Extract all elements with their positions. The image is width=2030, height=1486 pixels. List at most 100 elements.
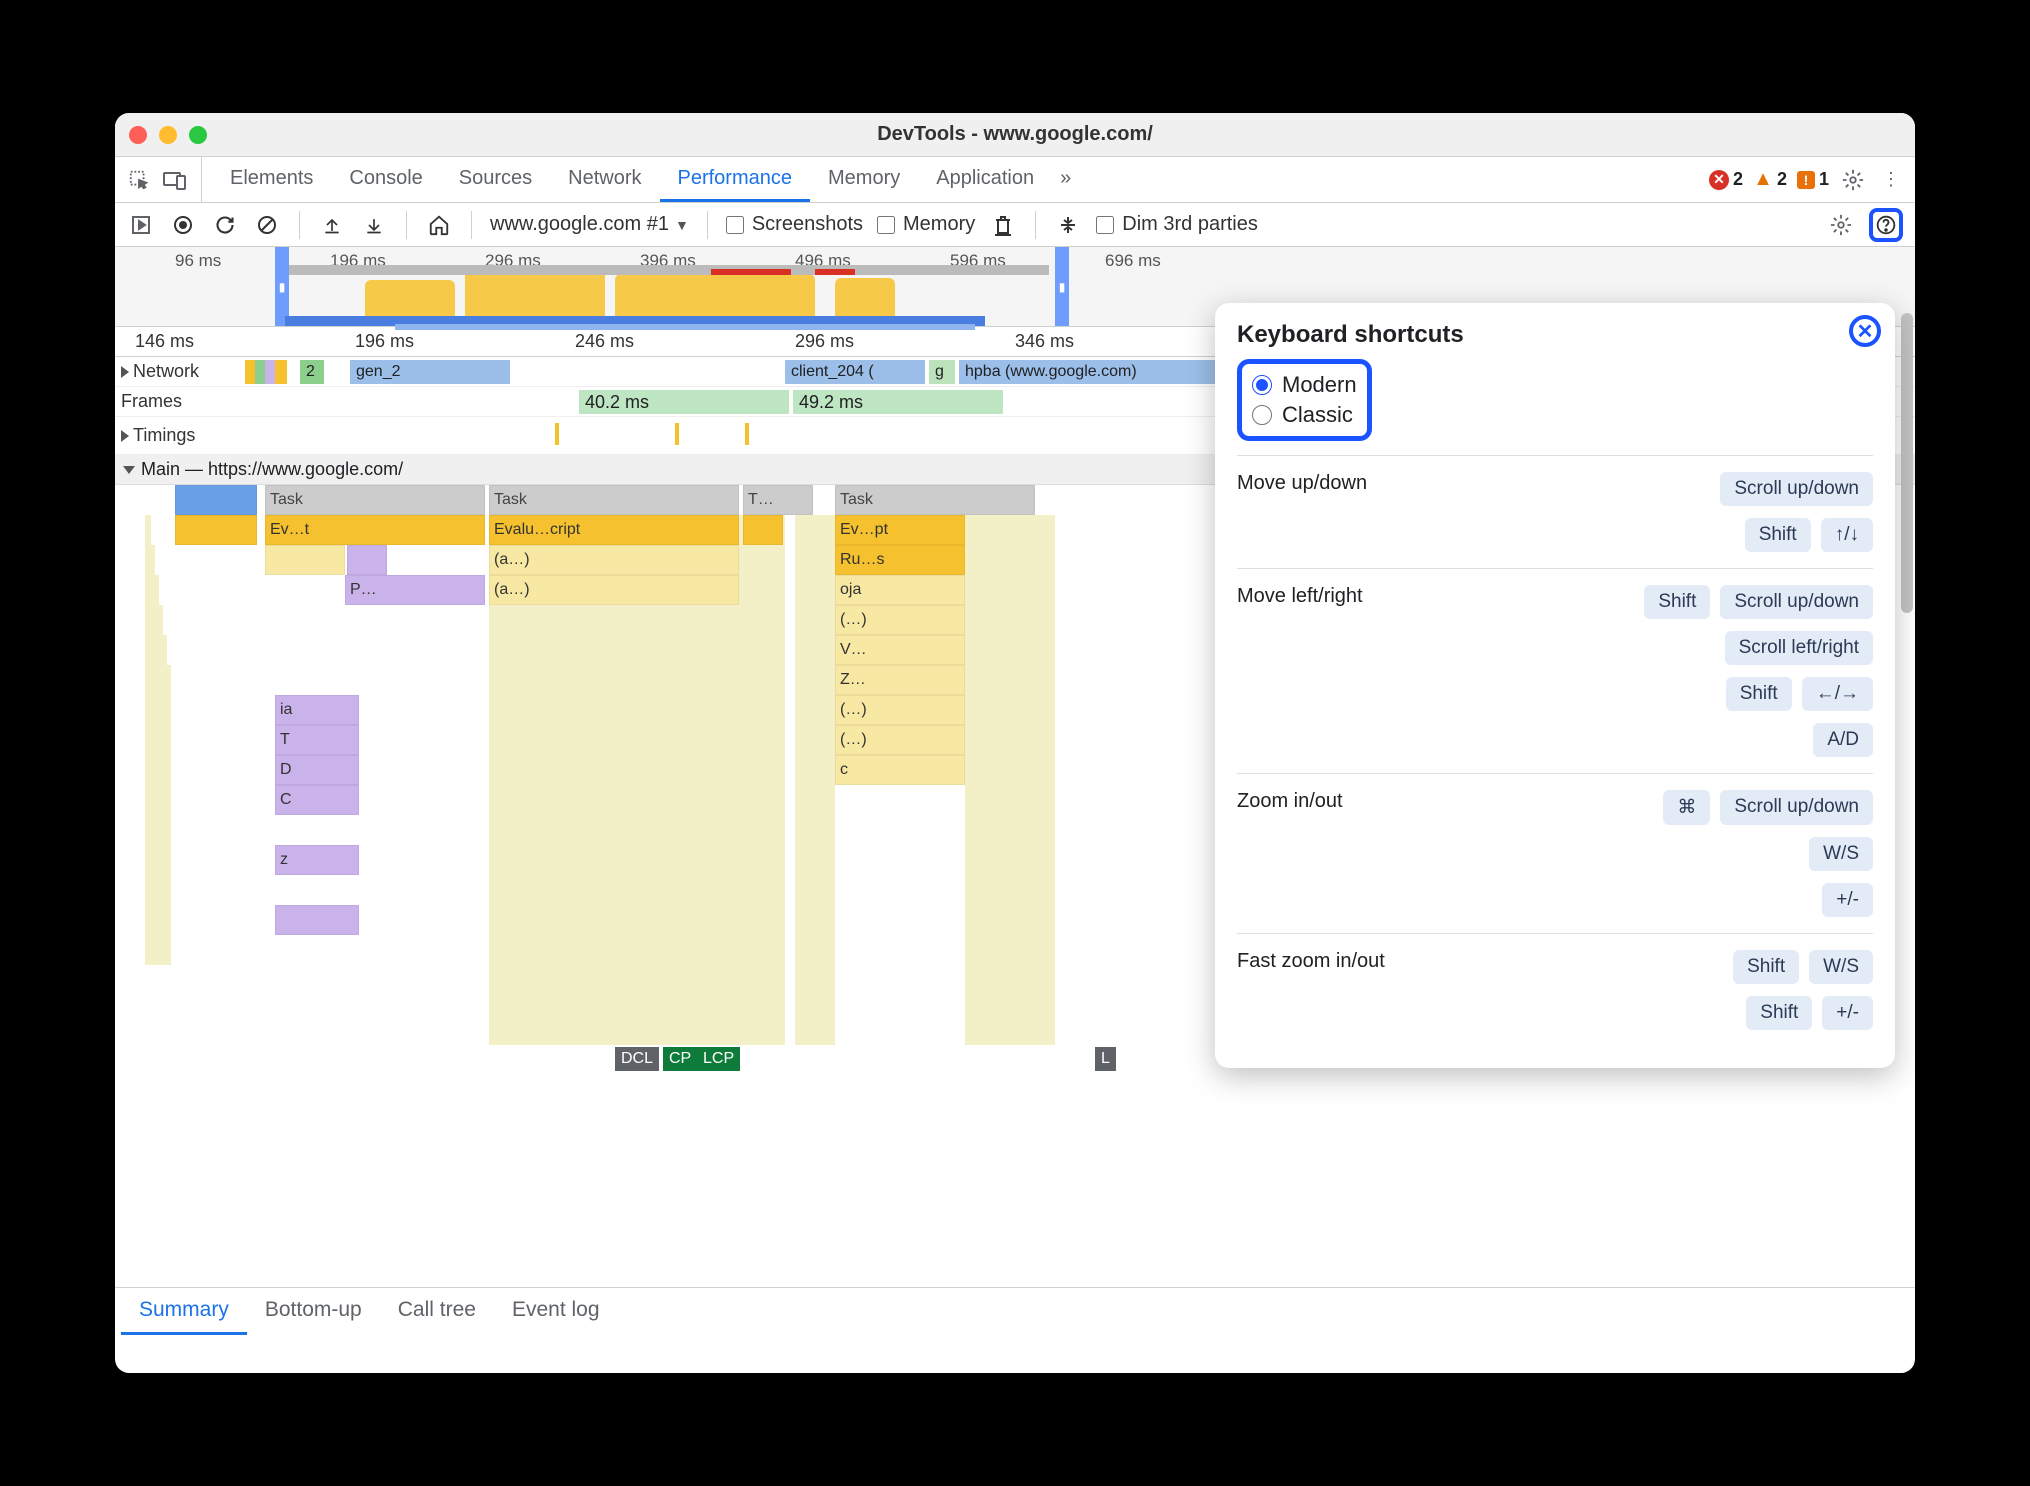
network-item[interactable] <box>275 360 287 384</box>
screenshots-checkbox[interactable]: Screenshots <box>726 213 863 236</box>
flame-bar[interactable]: (a…) <box>489 545 739 575</box>
flame-bar[interactable]: V… <box>835 635 965 665</box>
timing-marker: CP <box>663 1047 697 1071</box>
warnings-badge[interactable]: ▲2 <box>1753 169 1787 190</box>
flame-bar[interactable]: T… <box>743 485 813 515</box>
flame-bar[interactable]: ia <box>275 695 359 725</box>
network-item[interactable]: gen_2 <box>350 360 510 384</box>
details-tab-summary[interactable]: Summary <box>121 1288 247 1335</box>
clear-icon[interactable] <box>253 211 281 239</box>
flame-bar[interactable]: oja <box>835 575 965 605</box>
download-icon[interactable] <box>360 211 388 239</box>
details-tab-call-tree[interactable]: Call tree <box>380 1288 494 1335</box>
shortcut-label: Move left/right <box>1237 585 1363 608</box>
keycap: W/S <box>1809 837 1873 871</box>
flame-bar[interactable]: C <box>275 785 359 815</box>
perf-settings-icon[interactable] <box>1827 211 1855 239</box>
flame-bar[interactable]: (…) <box>835 695 965 725</box>
flame-bar[interactable]: T <box>275 725 359 755</box>
shortcut-row: Fast zoom in/outShiftW/SShift+/- <box>1237 933 1873 1046</box>
ruler-tick: 246 ms <box>575 331 634 352</box>
keycap: Shift <box>1726 677 1792 711</box>
inspect-icon[interactable] <box>125 166 153 194</box>
tab-application[interactable]: Application <box>918 157 1052 202</box>
recording-select-value: www.google.com #1 <box>490 213 669 236</box>
details-tab-event-log[interactable]: Event log <box>494 1288 618 1335</box>
flame-bar[interactable]: P… <box>345 575 485 605</box>
expand-icon[interactable] <box>121 430 129 442</box>
window-title: DevTools - www.google.com/ <box>115 123 1915 146</box>
network-item[interactable]: g <box>929 360 955 384</box>
tab-elements[interactable]: Elements <box>212 157 331 202</box>
keycap: Scroll up/down <box>1720 472 1873 506</box>
tab-memory[interactable]: Memory <box>810 157 918 202</box>
settings-icon[interactable] <box>1839 166 1867 194</box>
upload-icon[interactable] <box>318 211 346 239</box>
shortcut-row: Move up/downScroll up/downShift↑/↓ <box>1237 455 1873 568</box>
popover-title: Keyboard shortcuts <box>1237 321 1873 349</box>
expand-icon[interactable] <box>121 366 129 378</box>
close-popover-button[interactable]: ✕ <box>1849 315 1881 347</box>
flame-bar[interactable]: (…) <box>835 605 965 635</box>
keycap: +/- <box>1822 996 1873 1030</box>
frame-item[interactable]: 49.2 ms <box>793 390 1003 414</box>
help-button[interactable] <box>1869 208 1903 242</box>
overview-tick: 96 ms <box>175 251 221 271</box>
errors-count: 2 <box>1733 169 1743 190</box>
collapse-icon[interactable] <box>1054 211 1082 239</box>
flame-bar[interactable] <box>743 515 783 545</box>
recording-select[interactable]: www.google.com #1 ▼ <box>490 213 689 236</box>
dim-3rd-parties-checkbox[interactable]: Dim 3rd parties <box>1096 213 1258 236</box>
flame-bar[interactable] <box>175 485 257 515</box>
memory-checkbox[interactable]: Memory <box>877 213 975 236</box>
toggle-drawer-icon[interactable] <box>127 211 155 239</box>
overview-handle-left[interactable]: ▮ <box>275 247 289 326</box>
ruler-tick: 346 ms <box>1015 331 1074 352</box>
gc-icon[interactable] <box>989 211 1017 239</box>
issues-count: 1 <box>1819 169 1829 190</box>
frame-item[interactable]: 40.2 ms <box>579 390 789 414</box>
more-icon[interactable]: ⋮ <box>1877 166 1905 194</box>
overview-activity <box>615 274 815 316</box>
flame-bar[interactable]: c <box>835 755 965 785</box>
home-icon[interactable] <box>425 211 453 239</box>
errors-badge[interactable]: ✕2 <box>1709 169 1743 190</box>
flame-bar[interactable] <box>347 545 387 575</box>
issues-badge[interactable]: !1 <box>1797 169 1829 190</box>
flame-bar[interactable]: Z… <box>835 665 965 695</box>
tab-performance[interactable]: Performance <box>660 157 811 202</box>
overview-handle-right[interactable]: ▮ <box>1055 247 1069 326</box>
flame-bar[interactable]: (…) <box>835 725 965 755</box>
scrollbar[interactable] <box>1901 313 1913 613</box>
flame-bar[interactable]: Task <box>265 485 485 515</box>
shortcut-mode-radios: ModernClassic <box>1237 359 1372 441</box>
record-icon[interactable] <box>169 211 197 239</box>
flame-bar[interactable]: z <box>275 845 359 875</box>
keycap: Scroll left/right <box>1725 631 1873 665</box>
flame-bar[interactable] <box>175 515 257 545</box>
shortcut-mode-classic[interactable]: Classic <box>1252 400 1357 430</box>
flame-bar[interactable]: Evalu…cript <box>489 515 739 545</box>
flame-bar[interactable]: Ru…s <box>835 545 965 575</box>
flame-bar[interactable]: Task <box>835 485 1035 515</box>
network-item[interactable]: 2 <box>300 360 324 384</box>
flame-bar[interactable]: (a…) <box>489 575 739 605</box>
device-toggle-icon[interactable] <box>161 166 189 194</box>
tab-console[interactable]: Console <box>331 157 440 202</box>
flame-bar[interactable] <box>275 905 359 935</box>
flame-bar[interactable]: Ev…pt <box>835 515 965 545</box>
tab-network[interactable]: Network <box>550 157 659 202</box>
details-tab-bottom-up[interactable]: Bottom-up <box>247 1288 380 1335</box>
flame-bar[interactable] <box>265 545 345 575</box>
tab-sources[interactable]: Sources <box>441 157 550 202</box>
flame-bar[interactable]: D <box>275 755 359 785</box>
network-item[interactable]: client_204 ( <box>785 360 925 384</box>
collapse-icon[interactable] <box>123 466 135 474</box>
warnings-count: 2 <box>1777 169 1787 190</box>
shortcut-mode-modern[interactable]: Modern <box>1252 370 1357 400</box>
reload-record-icon[interactable] <box>211 211 239 239</box>
shortcut-label: Zoom in/out <box>1237 790 1343 813</box>
flame-bar[interactable]: Ev…t <box>265 515 485 545</box>
tabs-overflow-button[interactable]: » <box>1052 157 1079 202</box>
flame-bar[interactable]: Task <box>489 485 739 515</box>
